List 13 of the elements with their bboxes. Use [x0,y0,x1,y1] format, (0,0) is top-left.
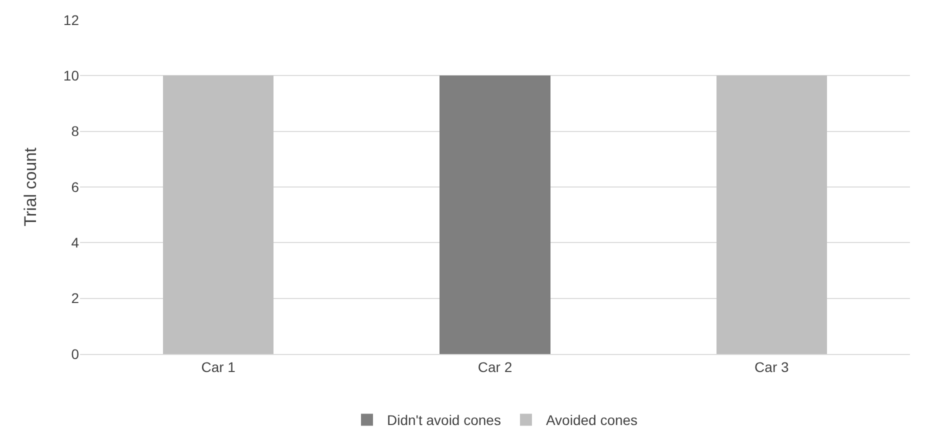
y-tick-label: 0 [71,346,80,362]
x-tick-label: Car 1 [201,358,236,375]
y-tick-label: 4 [71,234,80,251]
y-tick-label: 6 [71,178,80,195]
legend-label: Avoided cones [546,412,638,428]
y-tick-label: 12 [63,12,80,28]
y-tick-label: 10 [63,68,80,84]
y-axis-title: Trial count [21,147,40,226]
legend-label: Didn't avoid cones [387,412,501,428]
x-tick-label: Car 2 [478,358,512,375]
y-tick-label: 2 [71,290,80,306]
y-tick-label: 8 [71,123,80,140]
x-tick-label: Car 3 [754,358,789,375]
